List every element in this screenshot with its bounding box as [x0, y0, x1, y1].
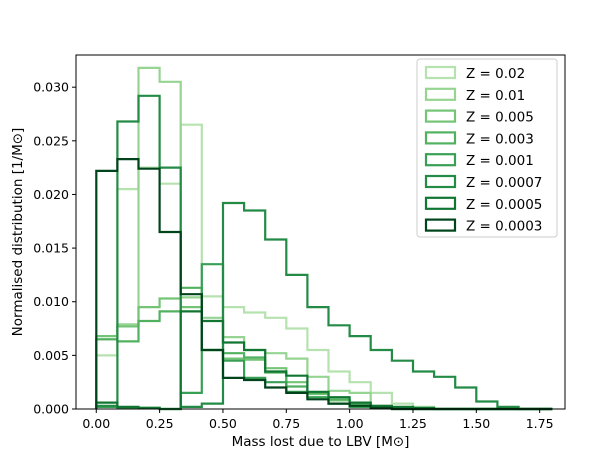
legend-swatch: [424, 131, 457, 145]
y-tick-label: 0.020: [33, 187, 69, 202]
legend-swatch: [424, 109, 457, 123]
x-tick-label: 0.00: [82, 416, 110, 431]
legend-swatch: [424, 153, 457, 167]
y-tick-label: 0.005: [33, 348, 69, 363]
x-axis: 0.00 0.25 0.50 0.75 1.00 1.25 1.50 1.75: [82, 409, 554, 431]
legend-label: Z = 0.0007: [466, 175, 542, 191]
legend-swatch: [424, 87, 457, 101]
x-axis-label: Mass lost due to LBV [M⊙]: [232, 434, 410, 450]
legend: Z = 0.02 Z = 0.01 Z = 0.005 Z = 0.003 Z = 0.…: [416, 58, 558, 238]
y-tick-label: 0.015: [33, 241, 69, 256]
legend-label: Z = 0.02: [466, 66, 525, 82]
legend-swatch: [424, 196, 457, 210]
y-tick-label: 0.025: [33, 133, 69, 148]
plot-frame: [75, 54, 566, 410]
series-line-4: [95, 263, 553, 411]
legend-swatch: [424, 174, 457, 189]
x-tick-label: 1.75: [526, 416, 554, 431]
legend-label: Z = 0.0005: [466, 197, 542, 213]
legend-box: [416, 58, 558, 238]
legend-swatch: [424, 65, 457, 80]
y-axis-label: Normalised distribution [1/M⊙]: [10, 128, 26, 337]
y-tick-label: 0.000: [33, 402, 69, 417]
legend-label: Z = 0.005: [466, 110, 534, 126]
x-tick-label: 0.75: [272, 416, 300, 431]
legend-label: Z = 0.01: [466, 88, 525, 104]
legend-label: Z = 0.003: [466, 131, 534, 147]
x-tick-label: 1.00: [336, 416, 364, 431]
x-tick-label: 0.25: [146, 416, 174, 431]
legend-label: Z = 0.001: [466, 153, 534, 169]
x-tick-label: 1.50: [462, 416, 490, 431]
series-line-5: [95, 94, 553, 411]
legend-swatch: [424, 218, 457, 232]
y-tick-label: 0.010: [33, 294, 69, 309]
x-tick-label: 1.25: [399, 416, 427, 431]
y-tick-label: 0.030: [33, 80, 69, 95]
y-axis: 0.000 0.005 0.010 0.015 0.020 0.025 0.030: [33, 80, 76, 417]
legend-label: Z = 0.0003: [466, 219, 542, 235]
x-tick-label: 0.50: [209, 416, 237, 431]
